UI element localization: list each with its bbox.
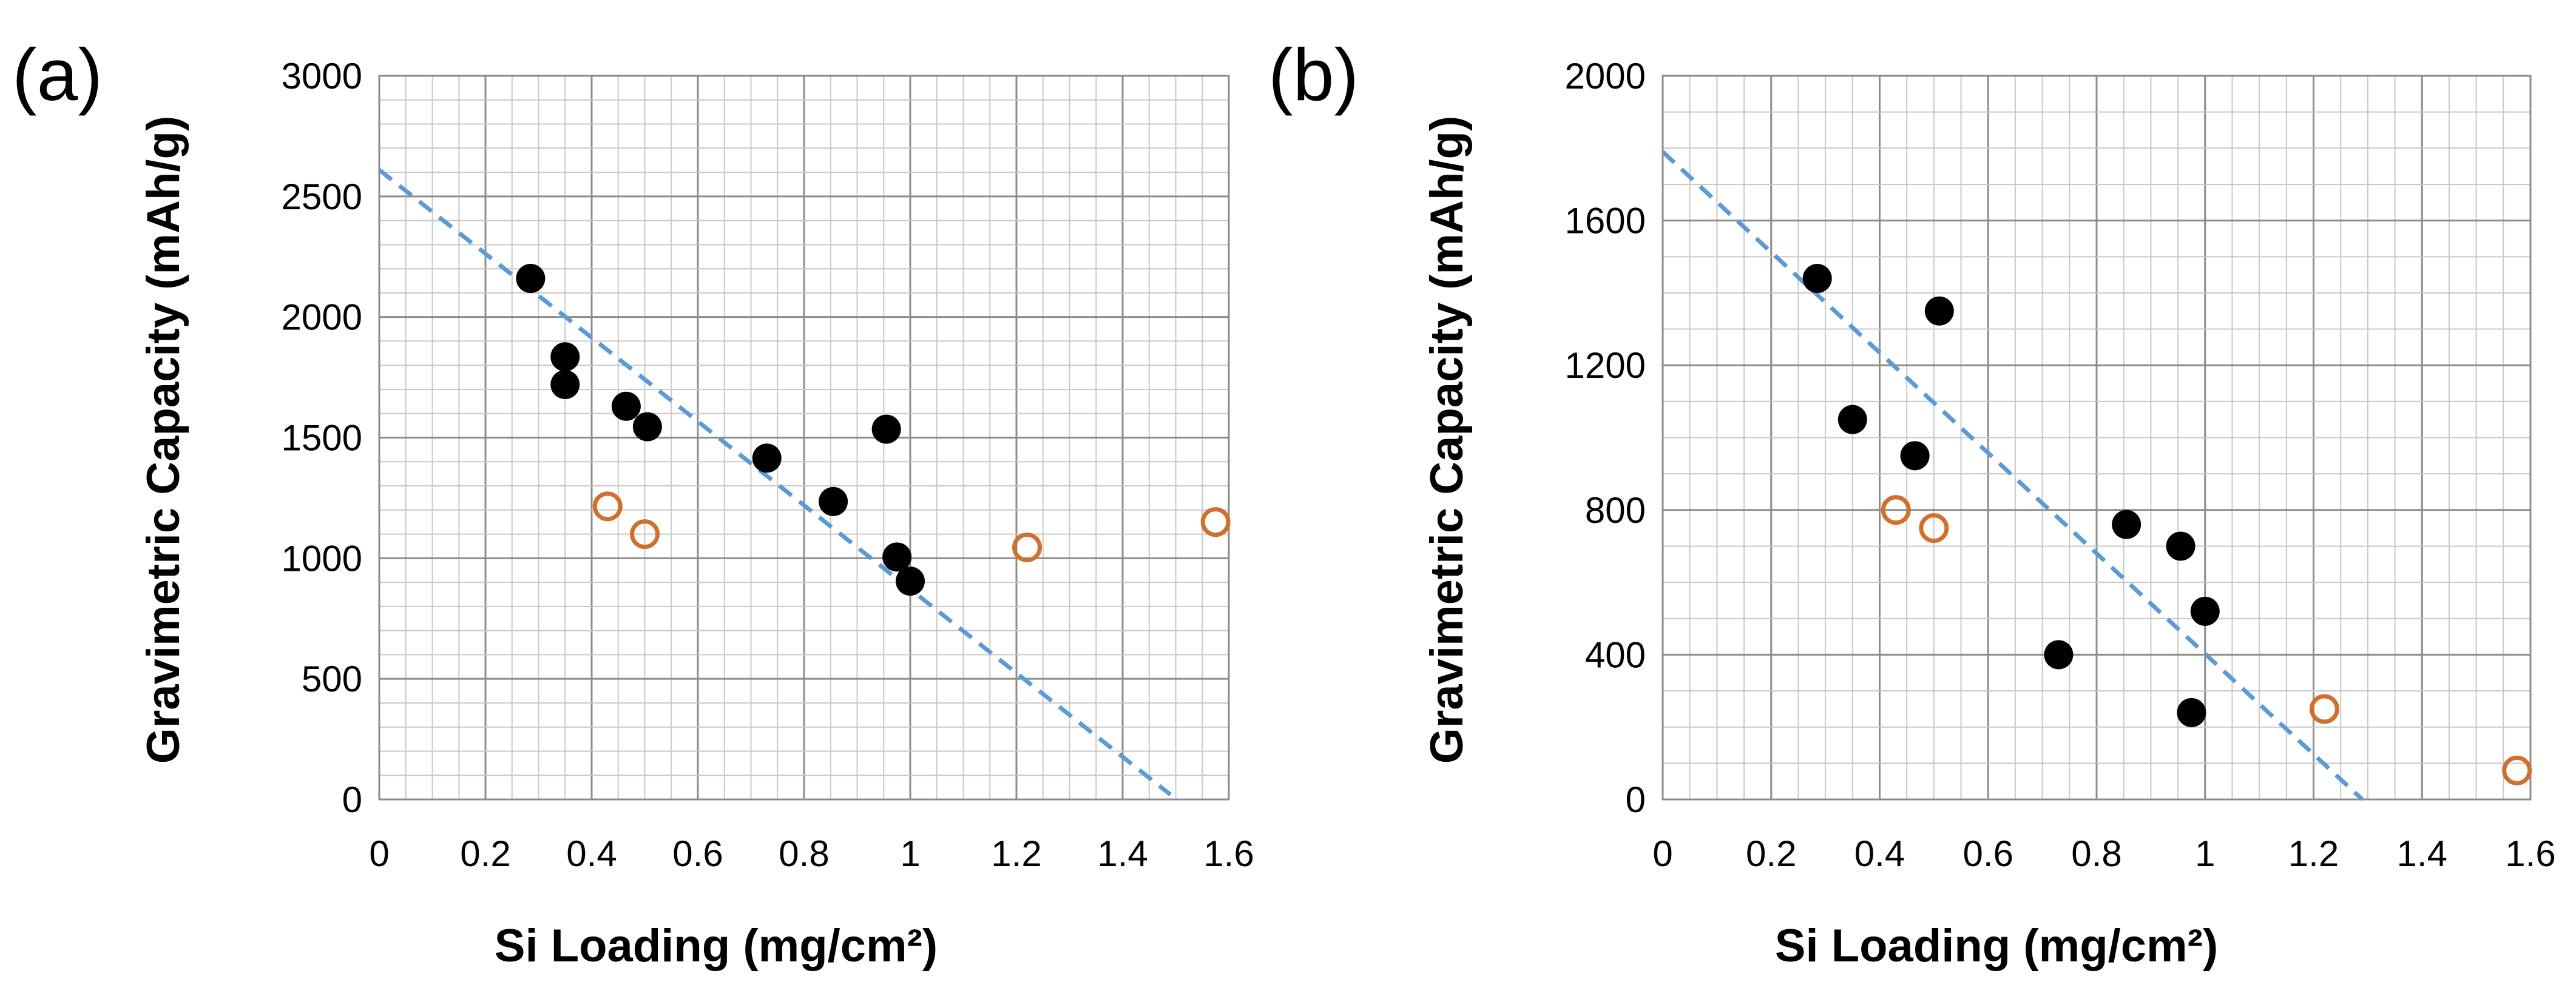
x-axis-title-a: Si Loading (mg/cm²) bbox=[495, 920, 938, 972]
x-tick-label-a: 1.6 bbox=[1203, 833, 1254, 874]
open-data-point-a bbox=[630, 519, 660, 550]
y-tick-label-a: 2500 bbox=[282, 177, 362, 217]
x-tick-label-b: 1.2 bbox=[2288, 833, 2339, 874]
plot-frame-b bbox=[1662, 75, 2532, 801]
chart-panel-b: (b) 0 400 800 1200 1600 2000 0 0.2 0.4 0.6 0.8 1 1.… bbox=[1268, 33, 2556, 972]
filled-data-point-b bbox=[1802, 264, 1832, 294]
x-tick-label-a: 1.2 bbox=[991, 833, 1041, 874]
y-axis-title-a: Gravimetric Capacity (mAh/g) bbox=[138, 116, 189, 764]
filled-data-point-a bbox=[632, 412, 662, 442]
y-axis-title-b: Gravimetric Capacity (mAh/g) bbox=[1421, 116, 1473, 764]
filled-data-point-b bbox=[2190, 596, 2220, 626]
y-tick-label-b: 1200 bbox=[1565, 345, 1646, 386]
filled-data-point-b bbox=[1837, 405, 1867, 434]
filled-data-point-a bbox=[871, 414, 901, 444]
panel-label-b: (b) bbox=[1268, 33, 1359, 116]
y-tick-label-b: 1600 bbox=[1565, 201, 1646, 241]
filled-data-point-a bbox=[611, 391, 641, 421]
x-tick-label-a: 0.2 bbox=[460, 833, 510, 874]
y-tick-label-a: 1500 bbox=[282, 418, 362, 459]
open-data-point-a bbox=[1200, 507, 1231, 537]
open-data-point-b bbox=[2309, 694, 2339, 724]
x-tick-label-b: 1.6 bbox=[2505, 833, 2555, 874]
plot-frame-a bbox=[378, 75, 1230, 801]
data-points-b bbox=[1802, 264, 2532, 785]
y-tick-label-a: 0 bbox=[342, 779, 362, 820]
filled-data-point-a bbox=[882, 542, 912, 572]
open-data-point-b bbox=[2502, 755, 2532, 785]
filled-data-point-a bbox=[896, 567, 925, 596]
y-tick-label-a: 1000 bbox=[282, 538, 362, 579]
filled-data-point-b bbox=[2177, 698, 2206, 727]
open-data-point-b bbox=[1919, 513, 1949, 543]
x-tick-label-b: 0.4 bbox=[1854, 833, 1905, 874]
y-tick-label-b: 800 bbox=[1585, 490, 1646, 531]
panel-label-a: (a) bbox=[12, 33, 103, 116]
y-tick-label-a: 500 bbox=[302, 659, 362, 699]
filled-data-point-a bbox=[516, 264, 546, 294]
x-tick-label-b: 0.6 bbox=[1963, 833, 2013, 874]
x-tick-label-a: 0.8 bbox=[779, 833, 829, 874]
open-data-point-a bbox=[1012, 532, 1042, 562]
x-tick-label-a: 0 bbox=[369, 833, 389, 874]
open-data-point-b bbox=[1881, 495, 1911, 525]
filled-data-point-a bbox=[752, 443, 782, 473]
filled-data-point-a bbox=[550, 342, 580, 372]
x-tick-label-b: 1 bbox=[2195, 833, 2215, 874]
open-data-point-a bbox=[592, 491, 623, 522]
x-tick-label-a: 0.6 bbox=[672, 833, 723, 874]
x-tick-label-b: 1.4 bbox=[2397, 833, 2447, 874]
y-tick-labels-a: 0 500 1000 1500 2000 2500 3000 bbox=[282, 56, 362, 820]
y-tick-label-b: 0 bbox=[1626, 779, 1646, 820]
data-points-a bbox=[516, 264, 1231, 596]
filled-data-point-b bbox=[1900, 441, 1930, 471]
x-tick-label-b: 0 bbox=[1652, 833, 1672, 874]
trendline-b bbox=[1661, 150, 2364, 801]
y-tick-label-b: 2000 bbox=[1565, 56, 1646, 96]
x-tick-label-b: 0.2 bbox=[1746, 833, 1796, 874]
x-tick-label-a: 0.4 bbox=[566, 833, 617, 874]
x-tick-label-a: 1 bbox=[900, 833, 920, 874]
filled-data-point-b bbox=[2166, 531, 2196, 561]
x-tick-label-b: 0.8 bbox=[2071, 833, 2121, 874]
y-tick-label-b: 400 bbox=[1585, 634, 1646, 675]
plot-grid-b bbox=[1662, 75, 2532, 801]
y-tick-labels-b: 0 400 800 1200 1600 2000 bbox=[1565, 56, 1646, 820]
x-tick-labels-b: 0 0.2 0.4 0.6 0.8 1 1.2 1.4 1.6 bbox=[1652, 833, 2555, 874]
y-tick-label-a: 3000 bbox=[282, 56, 362, 96]
filled-data-point-b bbox=[1924, 296, 1954, 326]
plot-grid-a bbox=[378, 75, 1230, 801]
x-tick-label-a: 1.4 bbox=[1097, 833, 1148, 874]
trendline-a bbox=[377, 168, 1172, 796]
filled-data-point-a bbox=[550, 370, 580, 400]
x-tick-labels-a: 0 0.2 0.4 0.6 0.8 1 1.2 1.4 1.6 bbox=[369, 833, 1254, 874]
filled-data-point-b bbox=[2112, 509, 2142, 539]
filled-data-point-b bbox=[2044, 640, 2074, 670]
y-tick-label-a: 2000 bbox=[282, 297, 362, 338]
x-axis-title-b: Si Loading (mg/cm²) bbox=[1775, 920, 2218, 972]
filled-data-point-a bbox=[819, 486, 848, 516]
